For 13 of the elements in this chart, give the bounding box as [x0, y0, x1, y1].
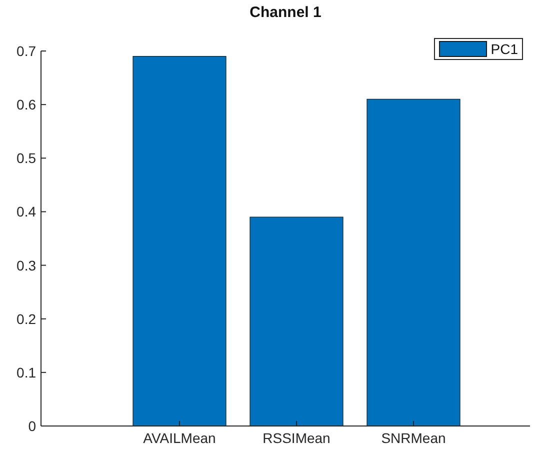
y-tick-label: 0.1: [16, 364, 36, 380]
y-tick-label: 0.4: [16, 204, 36, 220]
legend-label: PC1: [490, 41, 518, 57]
y-tick-label: 0.3: [16, 257, 36, 274]
y-tick-label: 0: [28, 418, 36, 434]
y-tick-label: 0.7: [16, 42, 36, 59]
y-tick-label: 0.6: [16, 96, 36, 113]
y-tick-label: 0.5: [16, 150, 36, 166]
x-tick-label: RSSIMean: [262, 430, 330, 446]
x-tick-label: SNRMean: [381, 430, 446, 446]
y-tick-label: 0.2: [16, 310, 36, 327]
chart-title: Channel 1: [248, 4, 322, 21]
x-tick-label: AVAILMean: [143, 430, 216, 446]
